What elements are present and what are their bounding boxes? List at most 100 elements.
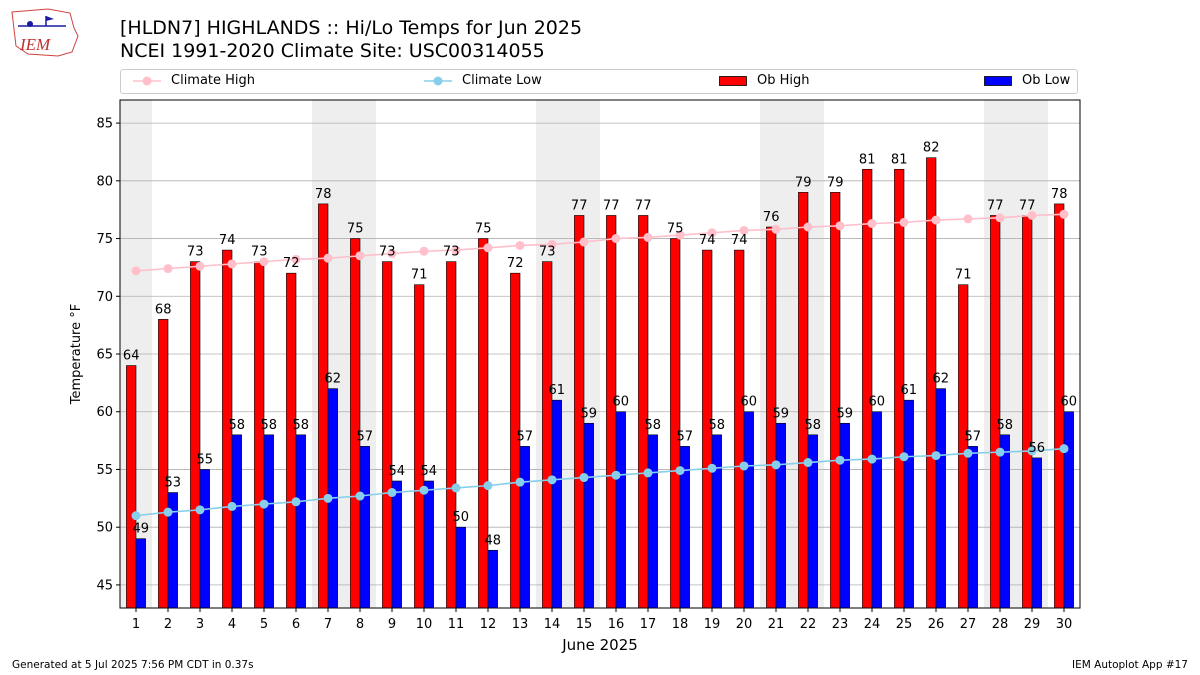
ob-high-label-29: 77 bbox=[1019, 198, 1036, 213]
ob-low-label-4: 58 bbox=[229, 418, 246, 433]
ob-low-label-19: 58 bbox=[709, 418, 726, 433]
ob-low-bar-5 bbox=[263, 434, 274, 609]
ob-low-label-25: 61 bbox=[901, 383, 918, 398]
ob-low-bar-11 bbox=[455, 526, 466, 609]
x-axis-label: June 2025 bbox=[561, 636, 638, 654]
y-tick-label: 45 bbox=[96, 578, 113, 593]
ob-low-bar-12 bbox=[487, 549, 498, 609]
ob-low-swatch bbox=[984, 75, 1012, 86]
climate-low-point-4 bbox=[227, 501, 237, 511]
climate-high-point-7 bbox=[323, 253, 333, 263]
climate-low-point-10 bbox=[419, 485, 429, 495]
climate-low-point-2 bbox=[163, 507, 173, 517]
climate-low-point-27 bbox=[963, 448, 973, 458]
ob-low-bar-13 bbox=[519, 446, 530, 609]
ob-high-label-28: 77 bbox=[987, 198, 1004, 213]
x-tick-label: 29 bbox=[1024, 617, 1041, 632]
ob-high-label-26: 82 bbox=[923, 141, 940, 156]
x-tick-label: 5 bbox=[260, 617, 268, 632]
y-tick-label: 65 bbox=[96, 348, 113, 363]
chart-title: [HLDN7] HIGHLANDS :: Hi/Lo Temps for Jun… bbox=[120, 17, 583, 39]
climate-high-point-8 bbox=[355, 251, 365, 261]
ob-high-bar-10 bbox=[414, 284, 425, 609]
x-tick-label: 3 bbox=[196, 617, 204, 632]
climate-high-point-14 bbox=[547, 239, 557, 249]
ob-high-bar-1 bbox=[126, 365, 137, 609]
ob-low-bar-20 bbox=[743, 411, 754, 609]
climate-high-point-27 bbox=[963, 214, 973, 224]
ob-high-bar-5 bbox=[254, 261, 265, 609]
climate-low-point-15 bbox=[579, 473, 589, 483]
ob-high-bar-11 bbox=[446, 261, 457, 609]
climate-low-point-11 bbox=[451, 483, 461, 493]
ob-low-label-12: 48 bbox=[485, 533, 502, 548]
ob-low-bar-17 bbox=[647, 434, 658, 609]
climate-low-point-19 bbox=[707, 463, 717, 473]
climate-high-point-30 bbox=[1059, 209, 1069, 219]
y-tick-label: 50 bbox=[96, 521, 113, 536]
ob-high-bar-9 bbox=[382, 261, 393, 609]
y-tick-label: 70 bbox=[96, 290, 113, 305]
climate-high-point-28 bbox=[995, 213, 1005, 223]
ob-low-bar-28 bbox=[999, 434, 1010, 609]
ob-low-bar-1 bbox=[135, 538, 146, 609]
climate-high-point-16 bbox=[611, 234, 621, 244]
climate-high-point-2 bbox=[163, 264, 173, 274]
ob-low-bar-16 bbox=[615, 411, 626, 609]
ob-high-label-4: 74 bbox=[219, 233, 236, 248]
ob-low-bar-26 bbox=[935, 388, 946, 609]
climate-low-point-28 bbox=[995, 447, 1005, 457]
climate-high-point-10 bbox=[419, 246, 429, 256]
ob-low-bar-4 bbox=[231, 434, 242, 609]
x-tick-label: 28 bbox=[992, 617, 1009, 632]
chart-subtitle: NCEI 1991-2020 Climate Site: USC00314055 bbox=[120, 40, 545, 62]
ob-low-bar-25 bbox=[903, 399, 914, 609]
ob-low-label-11: 50 bbox=[453, 510, 470, 525]
x-tick-label: 22 bbox=[800, 617, 817, 632]
data-labels: 64 49 68 53 73 55 74 58 73 58 72 58 78 62 75 57 73 54 71 54… bbox=[123, 141, 1077, 549]
ob-high-bar-17 bbox=[638, 215, 649, 609]
climate-low-point-24 bbox=[867, 454, 877, 464]
ob-low-bar-6 bbox=[295, 434, 306, 609]
ob-low-label-20: 60 bbox=[741, 395, 758, 410]
climate-low-point-3 bbox=[195, 505, 205, 515]
grid-lines bbox=[120, 122, 1080, 586]
ob-high-label-10: 71 bbox=[411, 268, 428, 283]
ob-low-label-24: 60 bbox=[869, 395, 886, 410]
ob-low-label-27: 57 bbox=[965, 429, 982, 444]
x-tick-label: 16 bbox=[608, 617, 625, 632]
legend: Climate High Climate Low Ob High Ob Low bbox=[120, 69, 1078, 94]
legend-label: Climate Low bbox=[462, 73, 542, 88]
ob-high-label-23: 79 bbox=[827, 175, 844, 190]
ob-high-bar-28 bbox=[990, 215, 1001, 609]
climate-high-point-1 bbox=[131, 266, 141, 276]
x-tick-label: 17 bbox=[640, 617, 657, 632]
ob-low-label-6: 58 bbox=[293, 418, 310, 433]
ob-low-label-9: 54 bbox=[389, 464, 406, 479]
ob-high-label-21: 76 bbox=[763, 210, 780, 225]
climate-low-point-1 bbox=[131, 511, 141, 521]
climate-high-swatch bbox=[133, 76, 161, 85]
climate-high-point-11 bbox=[451, 245, 461, 255]
ob-high-swatch bbox=[719, 75, 747, 86]
x-tick-label: 11 bbox=[448, 617, 465, 632]
x-tick-label: 2 bbox=[164, 617, 172, 632]
x-tick-label: 30 bbox=[1056, 617, 1073, 632]
svg-text:IEM: IEM bbox=[19, 35, 51, 54]
ob-low-label-15: 59 bbox=[581, 406, 598, 421]
climate-high-point-12 bbox=[483, 243, 493, 253]
ob-high-label-17: 77 bbox=[635, 198, 652, 213]
climate-high-point-26 bbox=[931, 215, 941, 225]
climate-high-point-17 bbox=[643, 232, 653, 242]
ob-high-bar-20 bbox=[734, 249, 745, 609]
footer-app: IEM Autoplot App #17 bbox=[1072, 659, 1188, 671]
ob-low-bar-15 bbox=[583, 422, 594, 609]
ob-high-bar-27 bbox=[958, 284, 969, 609]
x-tick-label: 20 bbox=[736, 617, 753, 632]
climate-high-point-4 bbox=[227, 259, 237, 269]
ob-low-label-10: 54 bbox=[421, 464, 438, 479]
ob-low-label-3: 55 bbox=[197, 452, 214, 467]
climate-high-point-6 bbox=[291, 254, 301, 264]
ob-low-label-13: 57 bbox=[517, 429, 534, 444]
